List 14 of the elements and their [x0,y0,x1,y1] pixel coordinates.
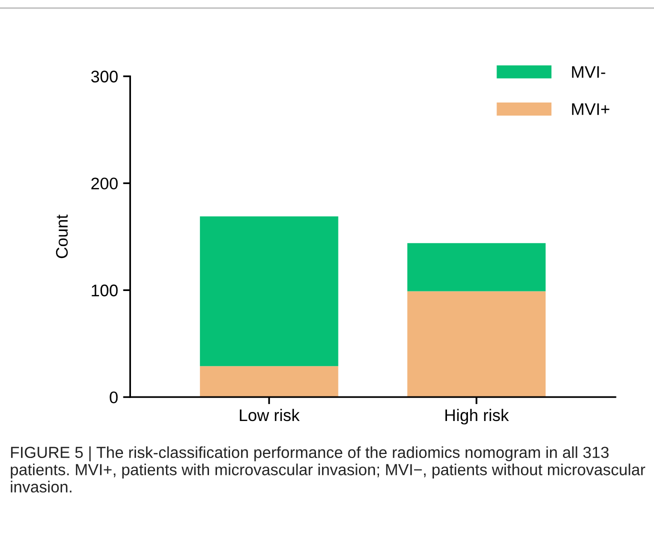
caption: FIGURE 5 | The risk-classification performance of the radiomics nomogram in all 313 patients. MVI+, patients with microvascular invasion; MVI−, patients without microvascular invasion. [10,446,646,493]
legend-label: MVI- [572,66,606,78]
y-axis-title: Count [56,214,68,258]
y-tick-label: 0 [110,391,118,404]
y-tick-label: 300 [91,70,118,82]
legend-label: MVI+ [572,103,610,115]
x-tick-label: High risk [445,408,509,424]
bar [200,216,338,366]
bar [407,243,546,292]
y-tick-label: 200 [91,178,118,190]
bar [407,291,546,398]
x-tick-label: Low risk [240,408,300,422]
bar [200,366,338,398]
y-tick-label: 100 [92,284,118,296]
